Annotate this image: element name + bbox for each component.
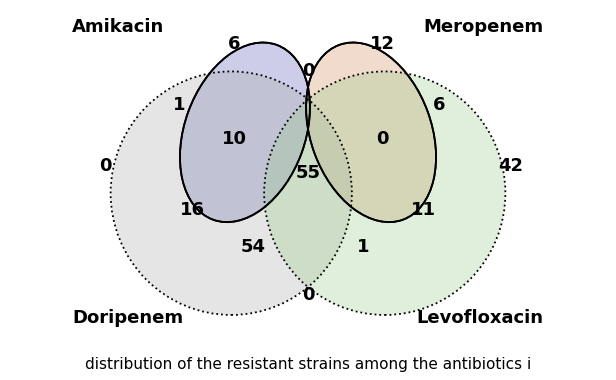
Text: 6: 6 [433,96,446,114]
Ellipse shape [264,71,505,315]
Text: 6: 6 [228,35,240,53]
Text: distribution of the resistant strains among the antibiotics i: distribution of the resistant strains am… [85,358,531,372]
Text: 0: 0 [302,286,314,304]
Text: Amikacin: Amikacin [72,19,164,36]
Ellipse shape [111,71,352,315]
Text: 16: 16 [180,201,205,219]
Text: 0: 0 [99,157,111,175]
Text: 10: 10 [222,130,246,148]
Text: 0: 0 [302,62,314,81]
Text: 12: 12 [370,35,394,53]
Text: 11: 11 [411,201,436,219]
Text: 42: 42 [498,157,524,175]
Text: 1: 1 [173,96,185,114]
Ellipse shape [180,43,310,222]
Text: Doripenem: Doripenem [72,309,184,327]
Text: 54: 54 [241,238,265,256]
Text: Levofloxacin: Levofloxacin [417,309,544,327]
Text: 55: 55 [296,164,320,182]
Text: Meropenem: Meropenem [424,19,544,36]
Text: 1: 1 [357,238,369,256]
Ellipse shape [306,43,436,222]
Text: 0: 0 [376,130,388,148]
